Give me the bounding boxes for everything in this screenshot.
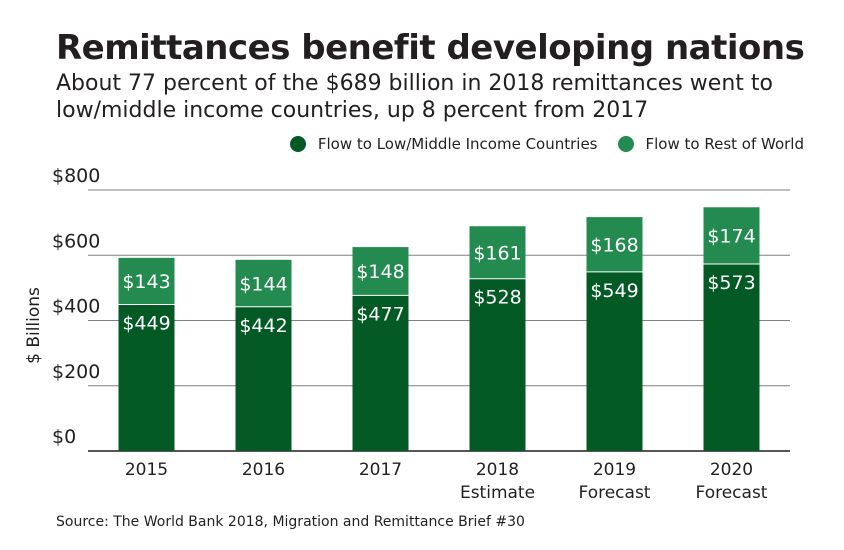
legend-item-low-middle: Flow to Low/Middle Income Countries xyxy=(289,135,598,153)
bar-low-middle xyxy=(703,264,760,451)
bar-rest-of-world xyxy=(118,257,175,305)
bar-low-middle xyxy=(352,295,409,451)
data-label-rest-of-world: $148 xyxy=(356,261,404,283)
chart-subtitle: About 77 percent of the $689 billion in … xyxy=(56,71,773,123)
data-label-low-middle: $573 xyxy=(707,272,755,294)
data-label-low-middle: $449 xyxy=(122,313,170,335)
bar-low-middle xyxy=(586,271,643,451)
data-label-low-middle: $549 xyxy=(590,280,638,302)
bar-rest-of-world xyxy=(586,217,643,272)
y-tick-label: $600 xyxy=(52,230,100,252)
legend-swatch-rest xyxy=(617,136,634,152)
data-label-low-middle: $442 xyxy=(239,315,287,337)
x-tick-label: 2018 xyxy=(476,460,519,480)
x-tick-label: 2017 xyxy=(359,460,402,480)
source-note: Source: The World Bank 2018, Migration a… xyxy=(56,514,525,530)
x-tick-label: Forecast xyxy=(696,483,768,503)
bar-low-middle xyxy=(118,304,175,451)
legend-label-low-middle: Flow to Low/Middle Income Countries xyxy=(317,135,598,153)
y-tick-label: $0 xyxy=(52,426,76,448)
bar-rest-of-world xyxy=(352,247,409,296)
x-tick-label: Forecast xyxy=(579,483,651,503)
data-label-rest-of-world: $144 xyxy=(239,273,287,295)
y-tick-label: $400 xyxy=(52,296,100,318)
data-label-rest-of-world: $143 xyxy=(122,271,170,293)
legend-swatch-low-middle xyxy=(289,136,306,152)
data-label-low-middle: $528 xyxy=(473,287,521,309)
y-axis-label: $ Billions xyxy=(24,287,44,364)
bar-rest-of-world xyxy=(469,226,526,279)
x-tick-label: 2019 xyxy=(593,460,636,480)
data-label-low-middle: $477 xyxy=(356,303,404,325)
data-label-rest-of-world: $161 xyxy=(473,242,521,264)
legend: Flow to Low/Middle Income Countries Flow… xyxy=(270,135,804,153)
legend-label-rest: Flow to Rest of World xyxy=(645,135,805,153)
legend-item-rest: Flow to Rest of World xyxy=(617,135,805,153)
bar-low-middle xyxy=(469,278,526,451)
y-tick-label: $800 xyxy=(52,165,100,187)
x-tick-label: 2016 xyxy=(242,460,285,480)
bar-rest-of-world xyxy=(703,207,760,265)
x-tick-label: 2015 xyxy=(125,460,168,480)
y-tick-label: $200 xyxy=(52,361,100,383)
data-label-rest-of-world: $174 xyxy=(707,226,755,248)
data-label-rest-of-world: $168 xyxy=(590,234,638,256)
x-tick-label: Estimate xyxy=(460,483,535,503)
x-tick-label: 2020 xyxy=(710,460,753,480)
chart-title: Remittances benefit developing nations xyxy=(56,28,805,68)
bar-low-middle xyxy=(235,306,292,451)
bar-rest-of-world xyxy=(235,259,292,307)
